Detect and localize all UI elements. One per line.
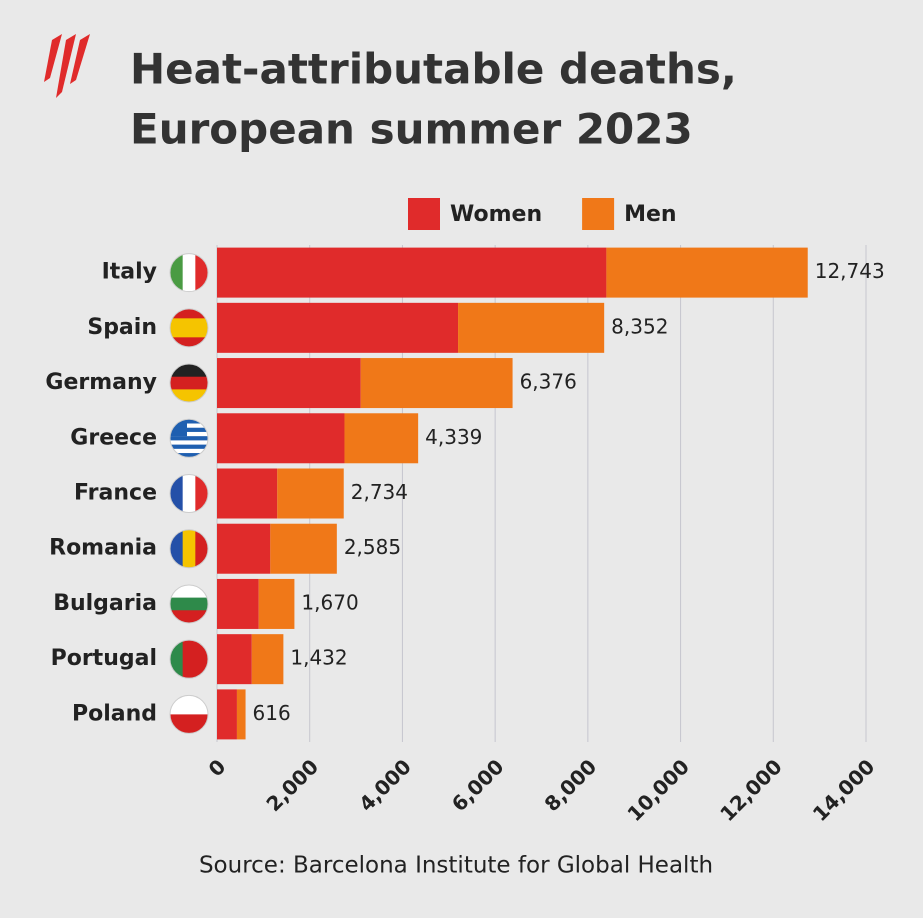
value-label: 616 — [253, 701, 291, 725]
value-label: 12,743 — [815, 259, 885, 283]
flag-stripe — [170, 431, 208, 437]
bar-segment — [251, 634, 284, 685]
flag-rim — [169, 363, 209, 403]
value-label: 2,585 — [344, 535, 401, 559]
source: Source: Barcelona Institute for Global H… — [199, 853, 713, 879]
flag-stripe — [170, 597, 208, 611]
flag-stripe — [195, 640, 208, 679]
bar-segment — [217, 689, 237, 740]
legend-label: Men — [624, 202, 676, 227]
bar-segment — [344, 413, 419, 464]
flag-stripe — [170, 640, 184, 679]
flag-stripe — [182, 529, 196, 568]
value-label: 1,670 — [301, 590, 358, 614]
value-label: 6,376 — [520, 370, 577, 394]
bar-segment — [458, 302, 605, 353]
y-tick-label: France — [74, 481, 157, 506]
flag-stripe — [170, 364, 208, 378]
y-tick-label: Bulgaria — [53, 591, 157, 616]
y-tick-label: Greece — [70, 425, 157, 450]
flag-stripe — [170, 423, 208, 429]
flag-rim — [169, 584, 209, 624]
legend-swatch — [408, 198, 440, 230]
flag — [170, 308, 208, 347]
bar-segment — [606, 247, 808, 298]
flag-rim — [169, 694, 209, 734]
flag-stripe — [170, 389, 208, 403]
flag — [170, 253, 208, 292]
flag — [170, 695, 208, 734]
y-tick-label: Romania — [49, 536, 157, 561]
bar-segment — [258, 578, 295, 629]
flag-stripe — [170, 436, 208, 441]
bar-segment — [217, 578, 259, 629]
flag-stripe — [170, 714, 208, 734]
value-label: 1,432 — [290, 646, 347, 670]
flag — [170, 419, 208, 458]
flag-stripe — [170, 474, 184, 513]
flag-stripe — [170, 610, 208, 623]
flag-stripe — [170, 327, 208, 338]
flag-stripe — [182, 474, 196, 513]
flag-stripe — [182, 640, 196, 679]
flag-stripe — [195, 253, 208, 292]
flag-stripe — [170, 448, 208, 454]
logo — [44, 34, 90, 98]
flag-stripe — [170, 308, 208, 319]
y-tick-label: Portugal — [51, 646, 157, 671]
legend-swatch — [582, 198, 615, 230]
flag-stripe — [170, 453, 208, 458]
flag-stripe — [170, 337, 208, 347]
bar-segment — [360, 358, 513, 409]
flag-stripe — [170, 427, 208, 433]
bar-segment — [236, 689, 246, 740]
flag — [170, 364, 208, 403]
flag-rim — [169, 418, 209, 458]
value-label: 2,734 — [351, 480, 408, 504]
flag-stripe — [195, 529, 208, 568]
bar-segment — [217, 358, 361, 409]
chart-title: Heat-attributable deaths, — [130, 45, 737, 94]
flag-rim — [169, 474, 209, 513]
flag — [170, 584, 208, 623]
legend-label: Women — [450, 202, 542, 227]
y-tick-label: Italy — [102, 260, 157, 285]
bar-segment — [217, 413, 345, 464]
flag-rim — [169, 308, 209, 348]
bar-segment — [277, 468, 344, 519]
flag — [170, 474, 208, 513]
flag-rim — [169, 253, 209, 293]
flag-stripe — [170, 440, 208, 446]
flag-stripe — [170, 529, 184, 568]
flag-rim — [169, 529, 209, 569]
bar-segment — [217, 302, 459, 353]
value-label: 4,339 — [425, 425, 482, 449]
bar-segment — [217, 523, 271, 574]
bar-segment — [270, 523, 337, 574]
bar-segment — [217, 468, 278, 519]
flag-rim — [169, 639, 209, 679]
flag — [170, 529, 208, 568]
y-tick-label: Poland — [72, 701, 157, 726]
flag-stripe — [170, 444, 208, 450]
flag-stripe — [195, 474, 208, 513]
flag — [170, 640, 208, 679]
y-tick-label: Germany — [45, 370, 157, 395]
y-tick-label: Spain — [87, 315, 157, 340]
flag-stripe — [170, 695, 208, 715]
bar-segment — [217, 247, 607, 298]
flag-stripe — [170, 376, 208, 390]
value-label: 8,352 — [611, 314, 668, 338]
flag-stripe — [170, 318, 208, 329]
bar-segment — [217, 634, 252, 685]
chart-subtitle: European summer 2023 — [130, 105, 693, 154]
flag-stripe — [170, 253, 184, 292]
flag-stripe — [170, 584, 208, 599]
flag-stripe — [182, 253, 196, 292]
flag-stripe — [170, 419, 208, 424]
